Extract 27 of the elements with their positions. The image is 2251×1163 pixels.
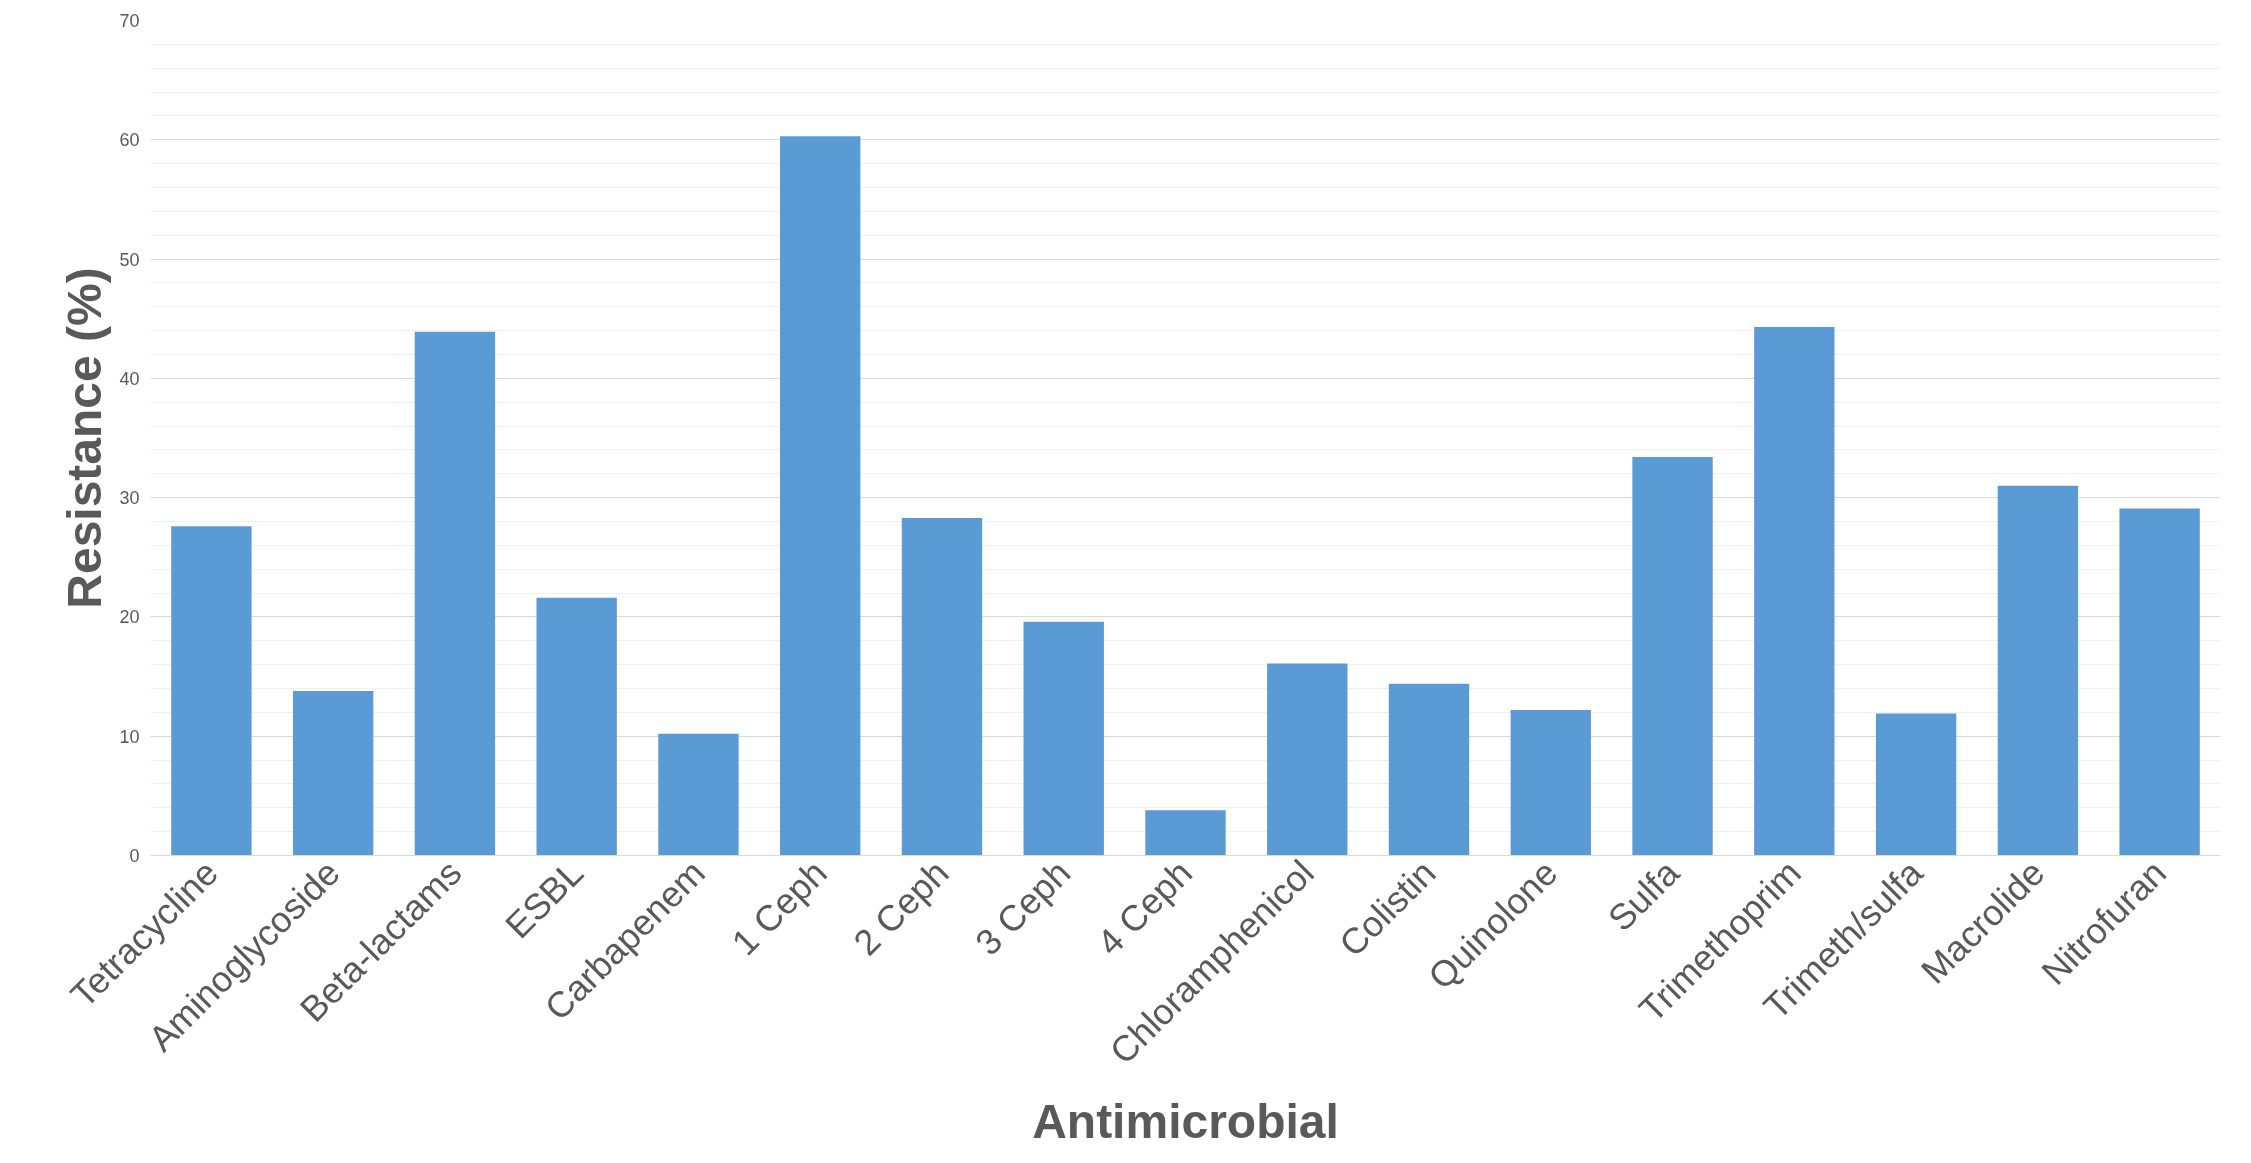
bar [536, 597, 617, 856]
y-axis-title: Resistance (%) [58, 267, 112, 609]
y-tick-label: 20 [119, 607, 140, 628]
y-tick-label: 50 [119, 249, 140, 270]
bar [414, 331, 496, 856]
y-tick-label: 70 [119, 11, 140, 31]
bar [1510, 709, 1591, 856]
x-axis-title: Antimicrobial [1032, 1094, 1339, 1148]
bar [780, 136, 861, 856]
y-tick-label: 0 [129, 846, 140, 866]
y-tick-label: 30 [119, 488, 140, 509]
bar [1267, 663, 1348, 856]
y-tick-label: 60 [119, 130, 140, 151]
bar [1632, 457, 1713, 856]
bar [1388, 683, 1470, 856]
bar [1023, 621, 1104, 856]
bar [658, 733, 739, 856]
bar [1997, 485, 2079, 856]
bar [901, 517, 983, 856]
y-tick-label: 40 [119, 368, 140, 389]
y-tick-label: 10 [119, 726, 140, 747]
bar [1754, 327, 1835, 856]
bar [1145, 810, 1226, 856]
bar [171, 526, 252, 856]
bar [2119, 508, 2200, 856]
bar [292, 690, 374, 856]
bar [1875, 713, 1957, 856]
